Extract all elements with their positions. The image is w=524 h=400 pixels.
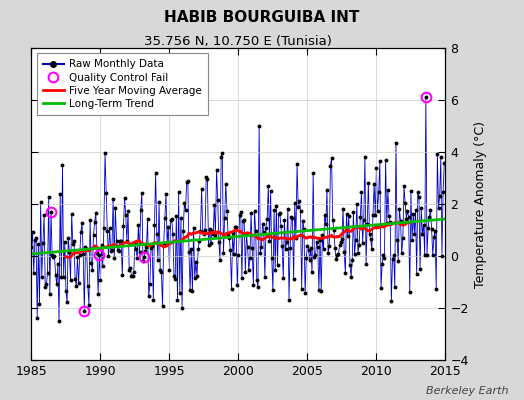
Title: 35.756 N, 10.750 E (Tunisia): 35.756 N, 10.750 E (Tunisia) <box>145 35 332 48</box>
Y-axis label: Temperature Anomaly (°C): Temperature Anomaly (°C) <box>474 120 487 288</box>
Text: HABIB BOURGUIBA INT: HABIB BOURGUIBA INT <box>165 10 359 25</box>
Legend: Raw Monthly Data, Quality Control Fail, Five Year Moving Average, Long-Term Tren: Raw Monthly Data, Quality Control Fail, … <box>37 53 208 115</box>
Text: Berkeley Earth: Berkeley Earth <box>426 386 508 396</box>
